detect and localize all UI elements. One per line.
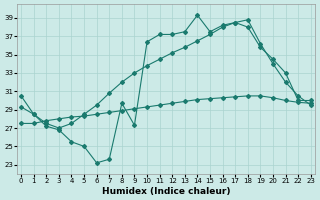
X-axis label: Humidex (Indice chaleur): Humidex (Indice chaleur) — [102, 187, 230, 196]
